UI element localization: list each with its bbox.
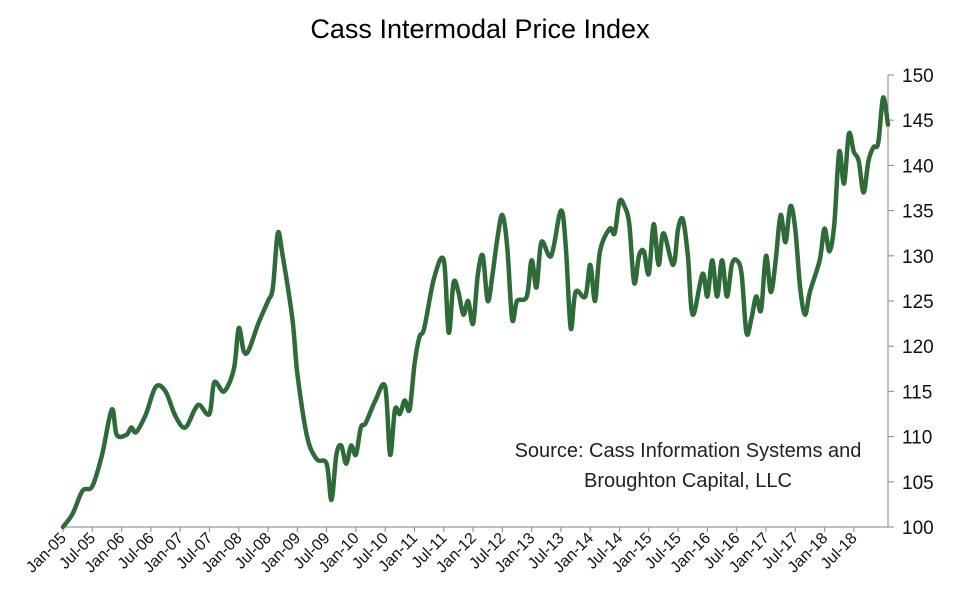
price-index-line bbox=[60, 95, 891, 530]
source-line-1: Source: Cass Information Systems and bbox=[514, 440, 862, 462]
y-tick-label: 115 bbox=[902, 382, 932, 403]
x-axis: Jan-05Jul-05Jan-06Jul-06Jan-07Jul-07Jan-… bbox=[23, 526, 888, 576]
series-layer bbox=[60, 95, 891, 530]
y-tick-label: 120 bbox=[902, 337, 934, 358]
source-line-2: Broughton Capital, LLC bbox=[584, 470, 792, 492]
y-tick-label: 130 bbox=[902, 247, 934, 268]
y-tick-label: 125 bbox=[902, 292, 934, 313]
y-axis: 100 105 110 115 120 125 130 135 140 145 150 bbox=[887, 66, 934, 539]
y-tick-label: 110 bbox=[902, 428, 932, 449]
y-tick-label: 100 bbox=[902, 518, 934, 539]
y-tick-label: 145 bbox=[902, 111, 934, 132]
y-tick-label: 150 bbox=[902, 66, 934, 87]
chart-title: Cass Intermodal Price Index bbox=[310, 14, 650, 44]
source-annotation: Source: Cass Information Systems and Bro… bbox=[498, 436, 878, 496]
y-tick-label: 135 bbox=[902, 202, 934, 223]
y-tick-label: 105 bbox=[902, 473, 934, 494]
y-tick-label: 140 bbox=[902, 156, 934, 177]
